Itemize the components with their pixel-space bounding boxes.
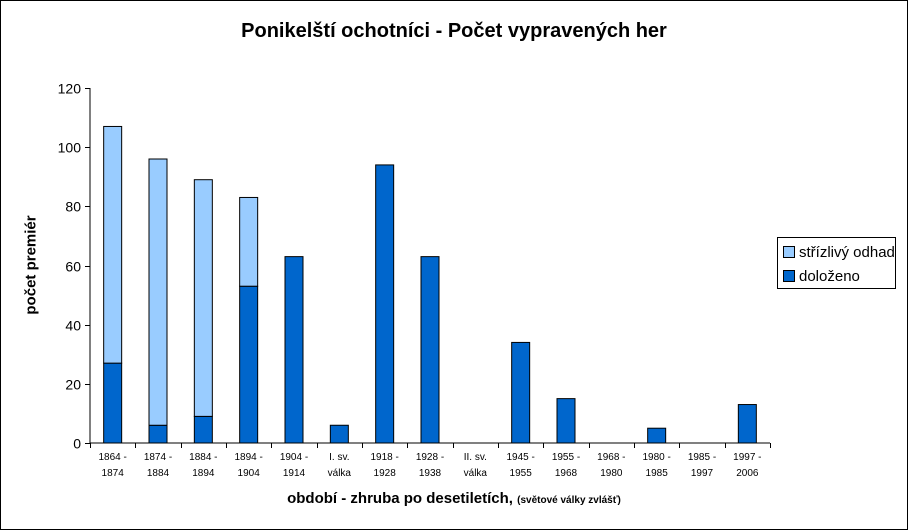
bar-odhad — [148, 158, 168, 426]
x-tick-label: 1894 - — [234, 452, 262, 463]
x-tick-label: 1928 — [374, 468, 397, 479]
x-tick-label: 1884 — [147, 468, 170, 479]
x-tick-label: 2006 — [736, 468, 759, 479]
x-tick-label: 1968 — [555, 468, 578, 479]
x-tick-label: 1904 - — [280, 452, 308, 463]
bar-dolozeno — [329, 424, 349, 444]
x-tick-label: válka — [464, 468, 488, 479]
y-tick-label: 60 — [65, 259, 81, 275]
chart-title: Ponikelští ochotníci - Počet vypravených… — [241, 20, 667, 42]
bar-odhad — [103, 125, 123, 364]
x-tick-label: 1928 - — [416, 452, 444, 463]
bar-dolozeno — [193, 415, 213, 444]
x-tick-label: 1997 - — [733, 452, 761, 463]
legend-label-dolozeno: doloženo — [799, 267, 860, 285]
bar-dolozeno — [556, 398, 576, 444]
x-tick-label: 1874 - — [144, 452, 172, 463]
x-tick-label: 1904 — [238, 468, 261, 479]
y-tick-label: 0 — [73, 436, 81, 452]
bar-odhad — [239, 196, 259, 287]
bar-dolozeno — [647, 427, 667, 444]
bar-dolozeno — [148, 424, 168, 444]
x-tick-label: 1985 - — [688, 452, 716, 463]
x-tick-label: 1894 — [192, 468, 215, 479]
x-tick-label: 1864 - — [98, 452, 126, 463]
legend-label-odhad: střízlivý odhad — [799, 243, 895, 261]
bar-dolozeno — [103, 362, 123, 444]
bar-dolozeno — [420, 256, 440, 444]
legend: střízlivý odhad doloženo — [777, 237, 896, 289]
x-tick-label: I. sv. — [329, 452, 349, 463]
x-tick-label: 1945 - — [506, 452, 534, 463]
legend-swatch-odhad — [783, 246, 795, 258]
x-tick-label: 1884 - — [189, 452, 217, 463]
bar-odhad — [193, 179, 213, 417]
x-axis-note: (světové války zvlášť) — [517, 495, 621, 506]
bar-dolozeno — [375, 164, 395, 444]
y-tick-label: 20 — [65, 377, 81, 393]
x-tick-label: 1918 - — [370, 452, 398, 463]
legend-swatch-dolozeno — [783, 270, 795, 282]
x-axis-label-text: období - zhruba po desetiletích, — [287, 490, 513, 507]
x-tick-label: 1955 — [510, 468, 533, 479]
bar-dolozeno — [737, 404, 757, 444]
x-axis-label: období - zhruba po desetiletích, (světov… — [0, 490, 908, 507]
y-tick-label: 120 — [58, 81, 82, 97]
x-tick-label: 1968 - — [597, 452, 625, 463]
legend-item-odhad: střízlivý odhad — [783, 242, 895, 262]
x-tick-label: 1914 — [283, 468, 306, 479]
y-tick-label: 100 — [58, 140, 82, 156]
bar-dolozeno — [511, 341, 531, 444]
legend-item-dolozeno: doloženo — [783, 266, 860, 286]
x-tick-label: válka — [328, 468, 352, 479]
x-tick-label: 1938 — [419, 468, 442, 479]
x-tick-label: 1980 — [600, 468, 623, 479]
x-tick-label: 1985 — [646, 468, 669, 479]
y-tick-label: 80 — [65, 199, 81, 215]
x-tick-label: 1980 - — [642, 452, 670, 463]
bar-dolozeno — [239, 285, 259, 444]
x-tick-label: 1955 - — [552, 452, 580, 463]
x-tick-label: 1997 — [691, 468, 714, 479]
bar-dolozeno — [284, 256, 304, 444]
x-tick-label: 1874 — [102, 468, 125, 479]
y-tick-label: 40 — [65, 318, 81, 334]
x-tick-label: II. sv. — [464, 452, 487, 463]
